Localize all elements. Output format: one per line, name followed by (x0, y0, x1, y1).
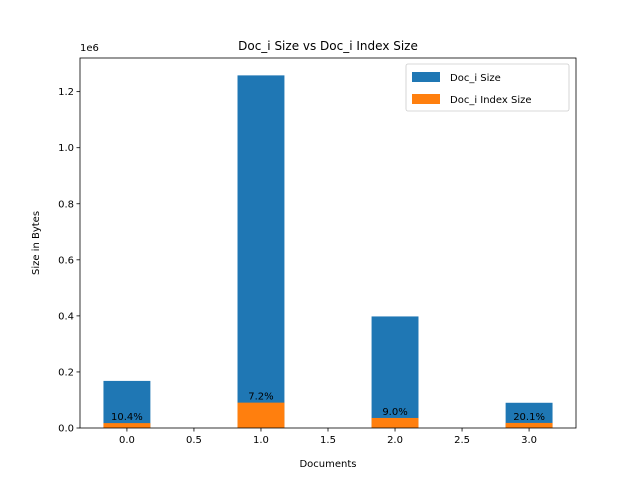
annotations-layer: 10.4% 7.2% 9.0% 20.1% (111, 392, 545, 423)
axes-layer: 0.0 0.5 1.0 1.5 2.0 2.5 3.0 0.0 0.2 0.4 0.6 0.8 1.0 1… (58, 57, 577, 446)
legend-swatch-1 (412, 94, 440, 104)
y-tick-label-3: 0.6 (58, 255, 74, 266)
y-offset-label: 1e6 (80, 43, 99, 54)
bar-annotation-3: 20.1% (513, 412, 545, 423)
y-tick-label-5: 1.0 (58, 143, 74, 154)
x-tick-label-0: 0.0 (119, 435, 135, 446)
bar-series2-3 (505, 422, 553, 428)
bar-series2-0 (103, 423, 151, 428)
y-tick-label-4: 0.8 (58, 199, 74, 210)
y-tick-label-1: 0.2 (58, 367, 74, 378)
legend-swatch-0 (412, 72, 440, 82)
x-tick-label-4: 2.0 (387, 435, 403, 446)
y-tick-label-2: 0.4 (58, 311, 74, 322)
bar-annotation-1: 7.2% (248, 392, 273, 403)
x-tick-label-3: 1.5 (320, 435, 336, 446)
x-axis-label: Documents (299, 459, 356, 470)
bar-series1-1 (237, 75, 285, 428)
legend-label-0: Doc_i Size (450, 73, 501, 84)
y-tick-label-0: 0.0 (58, 424, 74, 435)
bar-annotation-2: 9.0% (382, 407, 407, 418)
legend-box (405, 63, 570, 112)
chart-title: Doc_i Size vs Doc_i Index Size (238, 39, 418, 53)
legend: Doc_i Size Doc_i Index Size (405, 63, 570, 112)
bars-layer (103, 75, 553, 428)
x-tick-label-6: 3.0 (521, 435, 537, 446)
bar-annotation-0: 10.4% (111, 412, 143, 423)
y-axis-label: Size in Bytes (31, 211, 42, 275)
x-tick-label-1: 0.5 (186, 435, 202, 446)
x-tick-label-5: 2.5 (454, 435, 470, 446)
bar-series2-2 (371, 417, 419, 428)
bar-series1-0 (103, 380, 151, 428)
legend-label-1: Doc_i Index Size (450, 95, 532, 106)
bar-series2-1 (237, 402, 285, 428)
bar-series1-2 (371, 316, 419, 428)
x-tick-label-2: 1.0 (253, 435, 269, 446)
y-tick-label-6: 1.2 (58, 87, 74, 98)
